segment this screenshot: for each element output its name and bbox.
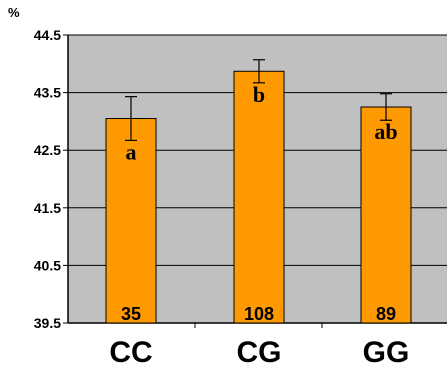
y-tick-label: 44.5: [34, 27, 61, 43]
sample-size-label: 35: [121, 304, 141, 324]
category-label: CG: [237, 336, 282, 369]
y-axis-unit-label: %: [8, 5, 20, 20]
y-tick-label: 39.5: [34, 315, 61, 331]
category-label: CC: [109, 336, 152, 369]
bar-gg: [360, 106, 412, 324]
y-tick-label: 41.5: [34, 200, 61, 216]
significance-label: a: [126, 139, 137, 164]
y-tick-label: 43.5: [34, 85, 61, 101]
bar-cg: [233, 70, 285, 324]
significance-label: b: [253, 82, 265, 107]
significance-label: ab: [374, 119, 397, 144]
y-tick-label: 42.5: [34, 142, 61, 158]
category-label: GG: [363, 336, 410, 369]
y-tick-label: 40.5: [34, 257, 61, 273]
sample-size-label: 108: [244, 304, 274, 324]
sample-size-label: 89: [376, 304, 396, 324]
